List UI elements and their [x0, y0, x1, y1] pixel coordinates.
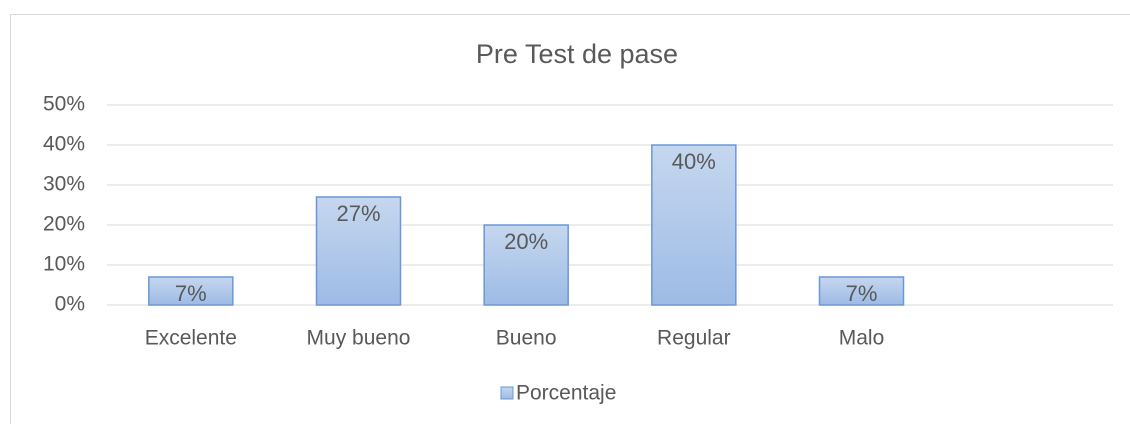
data-label: 7% — [175, 281, 207, 306]
y-tick-label: 0% — [55, 293, 85, 316]
data-label: 27% — [336, 201, 380, 226]
chart-title: Pre Test de pase — [476, 39, 678, 69]
y-tick-label: 20% — [43, 213, 85, 236]
y-tick-label: 50% — [43, 93, 85, 116]
data-label: 20% — [504, 229, 548, 254]
bar — [315, 196, 402, 306]
data-label: 40% — [672, 149, 716, 174]
bar — [148, 276, 234, 306]
chart-border — [10, 14, 1130, 424]
x-tick-label: Regular — [657, 327, 731, 350]
bar — [818, 276, 905, 306]
bar — [483, 224, 569, 306]
legend-swatch — [500, 386, 514, 400]
y-tick-label: 40% — [43, 133, 85, 156]
x-tick-label: Malo — [839, 327, 885, 350]
x-tick-label: Muy bueno — [307, 327, 411, 350]
y-tick-label: 10% — [43, 253, 85, 276]
bar — [651, 144, 737, 306]
x-tick-label: Excelente — [145, 327, 237, 350]
legend-label: Porcentaje — [516, 382, 616, 405]
y-tick-label: 30% — [43, 173, 85, 196]
data-label: 7% — [846, 281, 878, 306]
x-tick-label: Bueno — [496, 327, 557, 350]
